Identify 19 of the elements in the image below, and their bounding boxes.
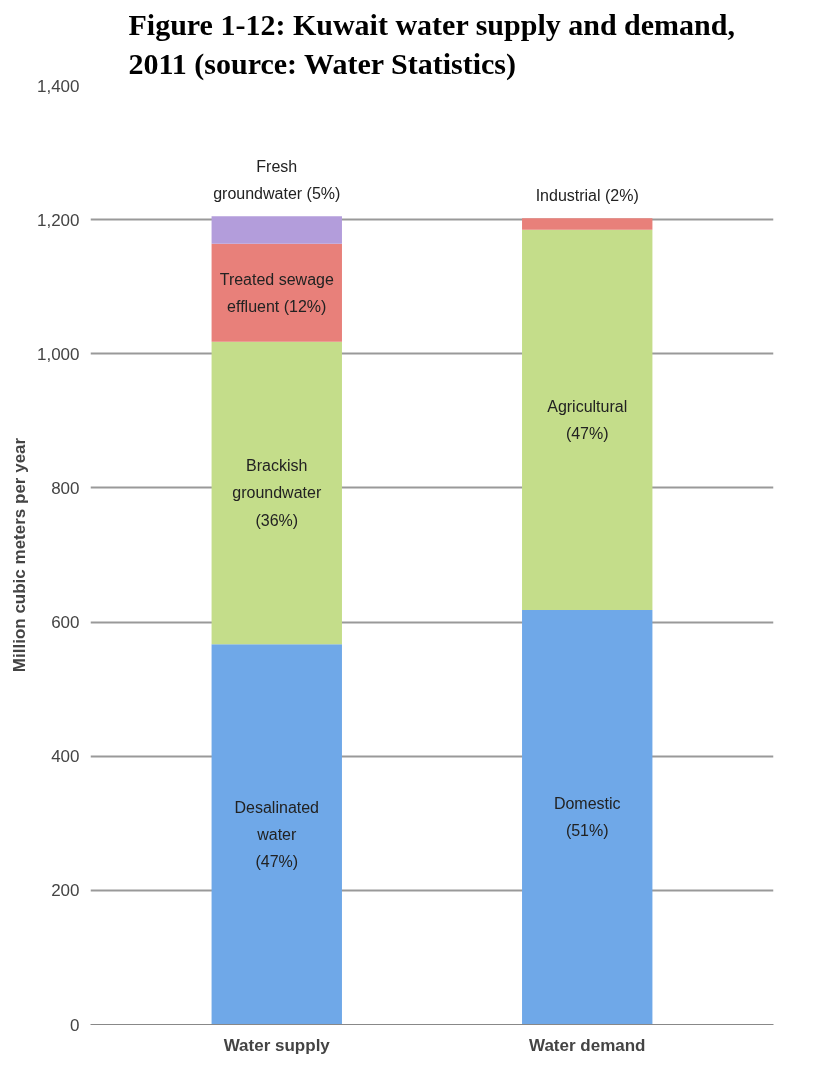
series-label: Agricultural (47%) xyxy=(547,397,628,442)
series-label: Desalinated water (47%) xyxy=(234,798,320,871)
chart-title: Figure 1-12: Kuwait water supply and demand, 2011 (source: Water Statistics) xyxy=(128,7,735,82)
series-label: Domestic (51%) xyxy=(553,795,621,840)
series-label: Industrial (2%) xyxy=(535,187,639,205)
series-label: Brackish groundwater (36%) xyxy=(232,457,322,529)
y-tick-label: 0 xyxy=(70,1015,80,1035)
y-tick-label: 1,000 xyxy=(36,344,80,364)
y-tick-label: 1,200 xyxy=(36,210,80,230)
y-axis-title: Million cubic meters per year xyxy=(9,437,29,673)
x-tick-label: Water demand xyxy=(528,1035,646,1055)
y-tick-label: 400 xyxy=(51,747,80,767)
series-label: Treated sewage effluent (12%) xyxy=(219,270,334,315)
y-tick-label: 800 xyxy=(51,478,80,498)
y-tick-label: 600 xyxy=(51,613,80,633)
x-tick-label: Water supply xyxy=(223,1035,331,1055)
y-tick-label: 200 xyxy=(51,881,80,901)
series-label: Fresh groundwater (5%) xyxy=(213,158,341,203)
y-tick-label: 1,400 xyxy=(36,76,80,96)
